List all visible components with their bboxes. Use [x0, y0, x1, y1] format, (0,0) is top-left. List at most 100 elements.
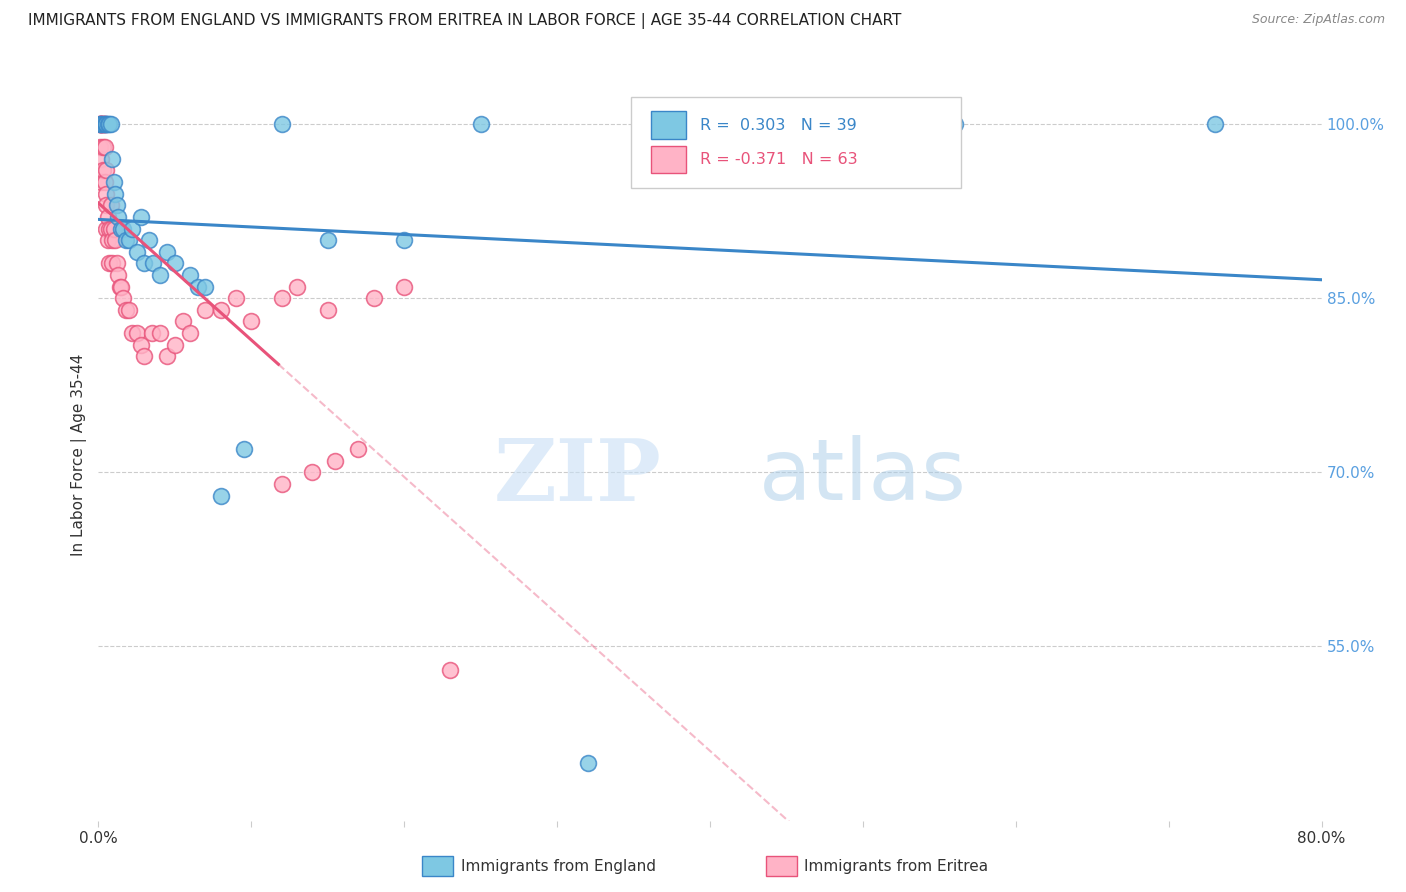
Point — [316, 233, 339, 247]
Point — [107, 210, 129, 224]
Point — [98, 221, 121, 235]
Point — [115, 233, 138, 247]
Point — [93, 175, 115, 189]
Point — [325, 454, 347, 468]
Point — [98, 117, 121, 131]
Point — [98, 256, 121, 270]
Point — [94, 186, 117, 201]
Point — [89, 117, 111, 131]
Point — [439, 663, 461, 677]
Point — [89, 140, 111, 154]
Point — [576, 756, 599, 770]
Point — [90, 117, 112, 131]
FancyBboxPatch shape — [651, 145, 686, 173]
Point — [141, 326, 163, 340]
Point — [194, 302, 217, 317]
Point — [156, 349, 179, 363]
Point — [270, 117, 292, 131]
Point — [91, 163, 114, 178]
Point — [125, 326, 148, 340]
Point — [129, 337, 152, 351]
Point — [392, 233, 416, 247]
Point — [125, 244, 148, 259]
Point — [134, 349, 156, 363]
Point — [194, 279, 217, 293]
Point — [134, 256, 156, 270]
Point — [91, 117, 114, 131]
Text: ZIP: ZIP — [494, 435, 661, 519]
Point — [101, 152, 124, 166]
Point — [91, 140, 114, 154]
Point — [105, 256, 128, 270]
Point — [149, 326, 172, 340]
Point — [93, 140, 115, 154]
Point — [100, 117, 122, 131]
Point — [89, 117, 111, 131]
Point — [301, 466, 323, 480]
Point — [240, 314, 263, 328]
Point — [149, 268, 172, 282]
FancyBboxPatch shape — [630, 96, 960, 188]
Point — [142, 256, 165, 270]
FancyBboxPatch shape — [651, 112, 686, 139]
Point — [107, 268, 129, 282]
Point — [163, 337, 186, 351]
Point — [103, 221, 125, 235]
Point — [392, 279, 416, 293]
Text: Source: ZipAtlas.com: Source: ZipAtlas.com — [1251, 13, 1385, 27]
Point — [94, 117, 117, 131]
Point — [94, 221, 117, 235]
Point — [270, 291, 292, 305]
Point — [943, 117, 966, 131]
Text: atlas: atlas — [759, 435, 967, 518]
Point — [104, 186, 127, 201]
Point — [110, 221, 132, 235]
Point — [270, 477, 292, 491]
Point — [105, 198, 128, 212]
Point — [232, 442, 254, 456]
Text: R = -0.371   N = 63: R = -0.371 N = 63 — [700, 152, 858, 167]
Point — [163, 256, 186, 270]
Point — [90, 152, 112, 166]
Point — [90, 175, 112, 189]
Point — [285, 279, 308, 293]
Point — [91, 117, 114, 131]
Point — [209, 489, 232, 503]
Point — [97, 233, 120, 247]
Point — [470, 117, 492, 131]
Point — [93, 117, 115, 131]
Point — [97, 117, 120, 131]
Point — [1204, 117, 1226, 131]
Point — [138, 233, 160, 247]
Point — [104, 233, 127, 247]
Point — [101, 256, 124, 270]
Point — [347, 442, 370, 456]
Point — [90, 117, 112, 131]
Point — [363, 291, 385, 305]
Point — [103, 175, 125, 189]
Text: IMMIGRANTS FROM ENGLAND VS IMMIGRANTS FROM ERITREA IN LABOR FORCE | AGE 35-44 CO: IMMIGRANTS FROM ENGLAND VS IMMIGRANTS FR… — [28, 13, 901, 29]
Point — [179, 268, 201, 282]
Point — [121, 221, 143, 235]
Point — [100, 221, 122, 235]
Point — [93, 117, 115, 131]
Point — [93, 117, 115, 131]
Text: Immigrants from Eritrea: Immigrants from Eritrea — [804, 859, 988, 873]
Point — [94, 198, 117, 212]
Point — [118, 302, 141, 317]
Point — [111, 221, 134, 235]
Point — [172, 314, 194, 328]
Point — [209, 302, 232, 317]
Y-axis label: In Labor Force | Age 35-44: In Labor Force | Age 35-44 — [72, 354, 87, 556]
Point — [115, 302, 138, 317]
Point — [90, 117, 112, 131]
Point — [101, 233, 124, 247]
Point — [94, 117, 117, 131]
Point — [100, 198, 122, 212]
Point — [316, 302, 339, 317]
Point — [118, 233, 141, 247]
Point — [110, 279, 132, 293]
Point — [179, 326, 201, 340]
Point — [90, 117, 112, 131]
Point — [91, 117, 114, 131]
